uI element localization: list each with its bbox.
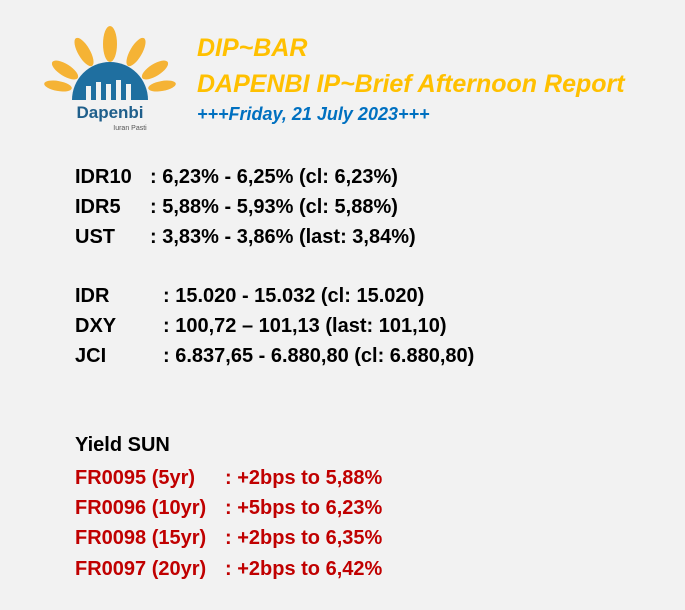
report-title: DIP~BAR: [197, 34, 308, 62]
dapenbi-logo: Dapenbi Iuran Pasti: [44, 26, 176, 132]
sun-rays-icon: [44, 26, 176, 92]
sun-heading: Yield SUN: [75, 434, 170, 456]
report-date: +++Friday, 21 July 2023+++: [197, 104, 430, 124]
svg-text:Iuran Pasti: Iuran Pasti: [113, 125, 147, 132]
report-subtitle: DAPENBI IP~Brief Afternoon Report: [197, 70, 625, 98]
svg-text:Dapenbi: Dapenbi: [76, 103, 143, 122]
